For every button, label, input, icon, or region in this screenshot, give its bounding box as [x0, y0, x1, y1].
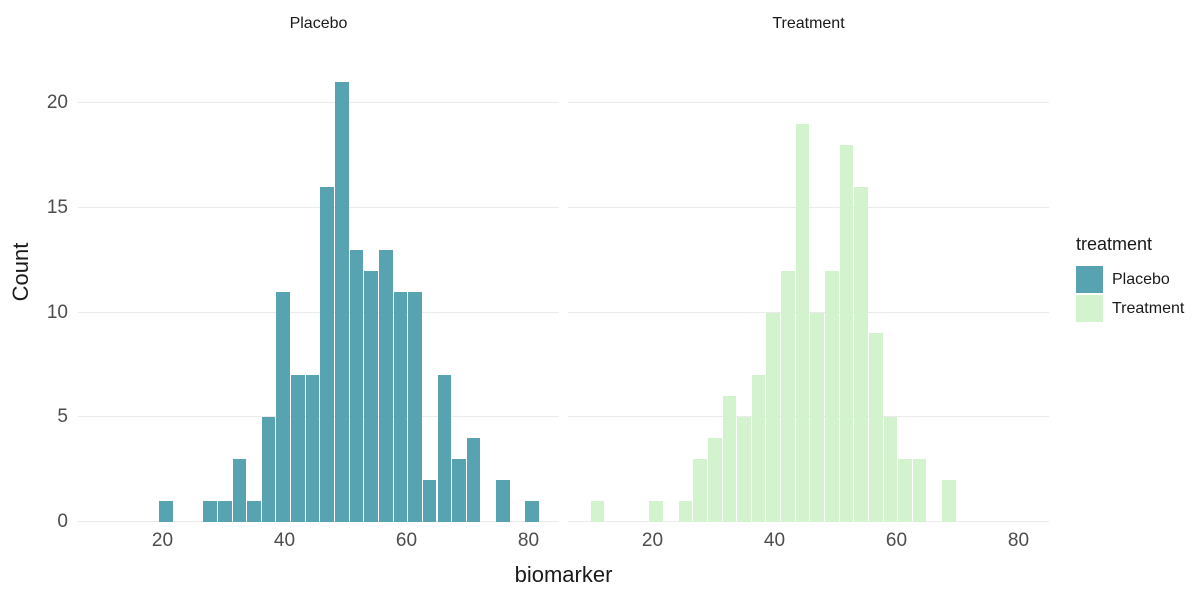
histogram-bar	[232, 459, 247, 522]
x-tick-label: 20	[641, 530, 664, 551]
histogram-bar	[810, 312, 824, 522]
legend-swatch-treatment-icon	[1076, 295, 1103, 322]
histogram-bar	[868, 333, 883, 522]
histogram-bar	[217, 501, 232, 522]
histogram-bar	[291, 375, 305, 522]
legend-label-treatment: Treatment	[1112, 299, 1185, 317]
histogram-bar	[159, 501, 173, 522]
histogram-bar	[525, 501, 539, 522]
x-tick-label: 60	[885, 530, 908, 551]
histogram-bar	[452, 459, 466, 522]
x-tick-label: 40	[273, 530, 296, 551]
histogram-bar	[437, 375, 452, 522]
histogram-bar	[781, 270, 795, 522]
histogram-bar	[737, 417, 751, 522]
facet-strip-title-treatment: Treatment	[772, 15, 845, 32]
histogram-bar	[898, 459, 912, 522]
legend-swatch-placebo-icon	[1076, 266, 1103, 293]
histogram-bar	[912, 459, 927, 522]
histogram-bar	[883, 417, 898, 522]
histogram-bar	[276, 291, 291, 522]
histogram-bar	[364, 270, 378, 522]
histogram-bar	[854, 186, 868, 522]
histogram-bar	[393, 291, 408, 522]
histogram-bar	[378, 249, 393, 522]
histogram-bar	[722, 396, 737, 522]
gridline-y-15	[78, 206, 559, 208]
legend: treatment Placebo Treatment	[1076, 234, 1200, 324]
histogram-bar	[839, 144, 854, 522]
histogram-bar	[496, 480, 510, 522]
x-tick-label: 20	[151, 530, 174, 551]
gridline-y-20	[568, 102, 1049, 103]
histogram-bar	[766, 312, 781, 522]
histogram-bar	[590, 501, 605, 522]
x-tick-label: 40	[763, 530, 786, 551]
y-axis-title: Count	[8, 242, 33, 302]
histogram-bar	[466, 438, 481, 522]
x-tick-label: 80	[1007, 530, 1030, 551]
histogram-bar	[751, 375, 766, 522]
x-axis-title: biomarker	[514, 562, 613, 587]
histogram-bar	[707, 438, 722, 522]
histogram-bar	[320, 186, 334, 522]
gridline-y-20	[78, 102, 559, 103]
x-tick-label: 80	[517, 530, 540, 551]
legend-title: treatment	[1076, 234, 1153, 254]
histogram-bar	[825, 270, 839, 522]
y-tick-label: 10	[46, 301, 68, 323]
histogram-bar	[335, 82, 349, 522]
y-tick-label: 0	[57, 511, 68, 532]
panel-treatment: 20 40 60 80	[568, 40, 1049, 551]
histogram-bar	[678, 501, 693, 522]
gridline-y-10	[78, 311, 559, 313]
legend-label-placebo: Placebo	[1112, 270, 1170, 288]
histogram-bar	[422, 480, 437, 522]
y-tick-label: 20	[46, 92, 68, 113]
histogram-bar	[649, 501, 663, 522]
histogram-bar	[795, 123, 810, 522]
histogram-bar	[349, 249, 364, 522]
histogram-bar	[305, 375, 320, 522]
panel-placebo: 20 40 60 80	[78, 40, 559, 551]
histogram-bar	[693, 459, 707, 522]
legend-entry-treatment: Treatment	[1076, 295, 1200, 322]
histogram-bar	[942, 480, 956, 522]
histogram-bar	[408, 291, 422, 522]
y-tick-label: 15	[46, 196, 68, 218]
legend-entry-placebo: Placebo	[1076, 266, 1200, 293]
y-tick-label: 5	[57, 406, 68, 428]
histogram-bar	[203, 501, 217, 522]
histogram-bar	[247, 501, 261, 522]
facet-strip-title-placebo: Placebo	[289, 15, 348, 32]
x-tick-label: 60	[395, 530, 418, 551]
histogram-bar	[261, 417, 276, 522]
